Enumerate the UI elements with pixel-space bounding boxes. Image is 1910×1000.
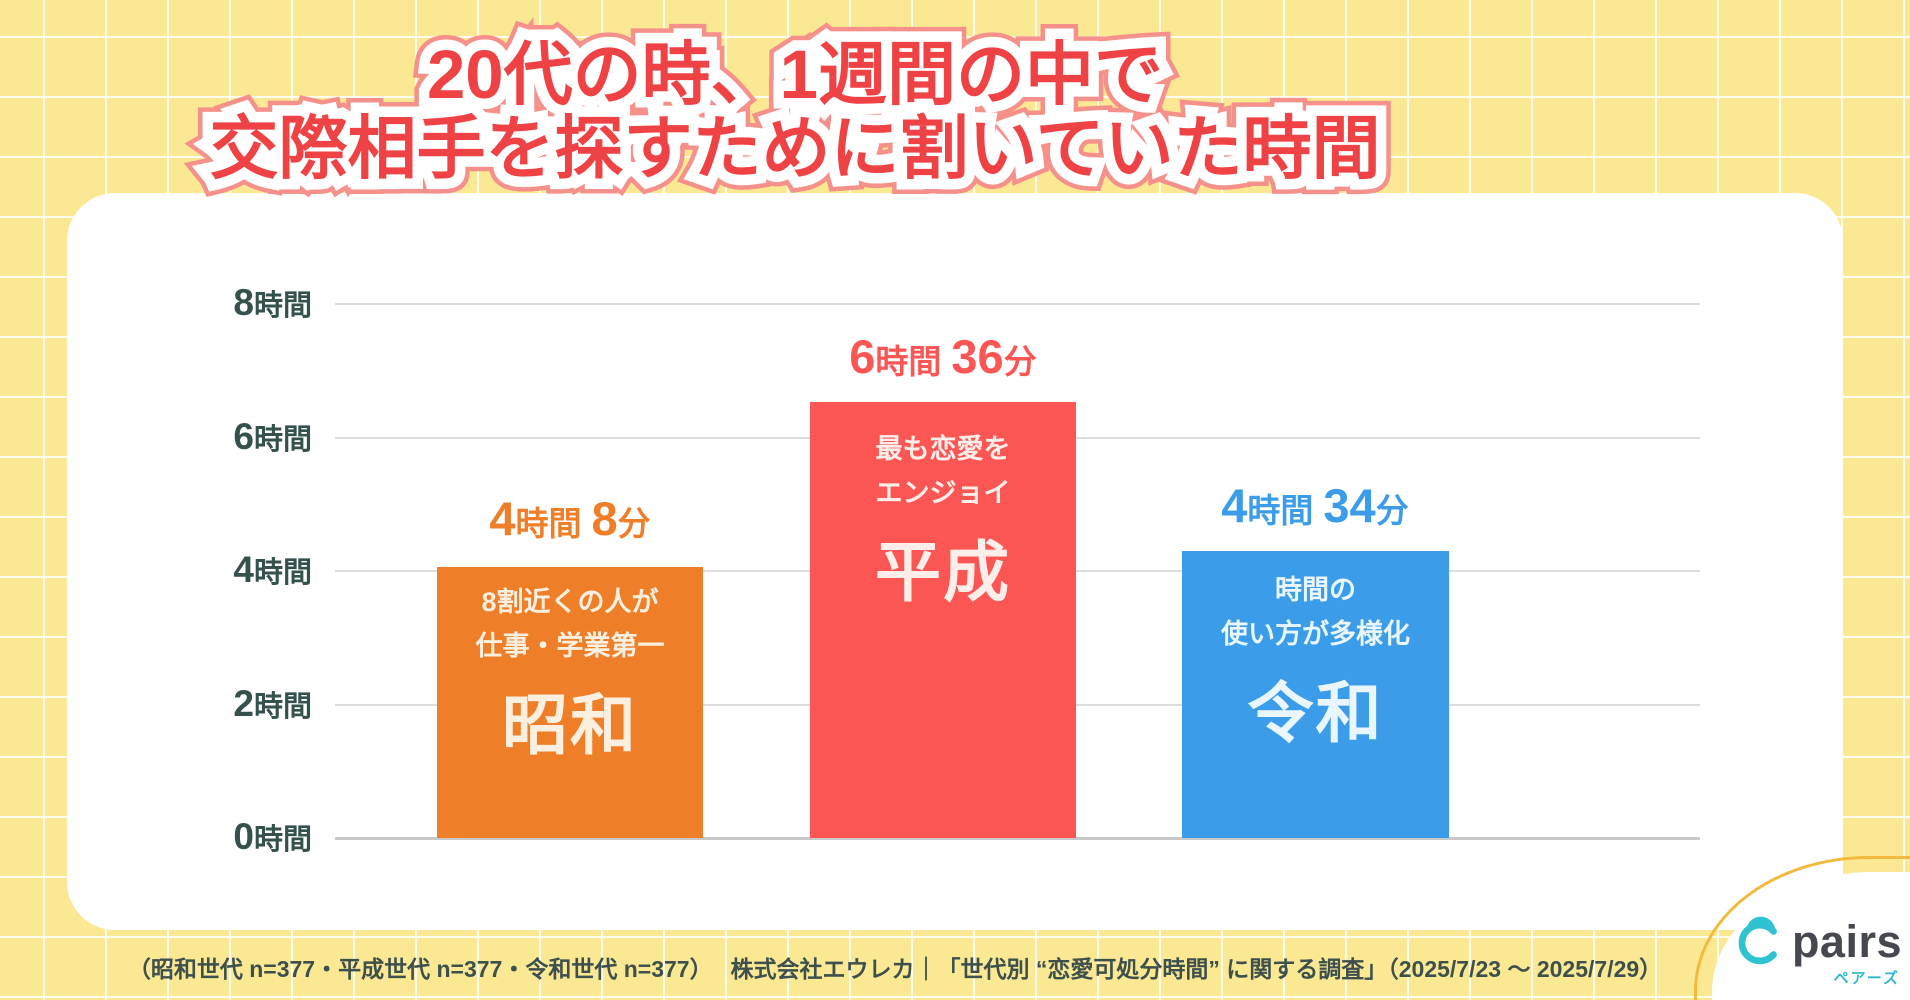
pairs-logo: pairs bbox=[1730, 916, 1902, 968]
y-axis-label-6h: 6時間 bbox=[127, 413, 312, 461]
y-axis-0h-number: 0 bbox=[233, 816, 254, 857]
bar-heisei-caption-line1: 最も恋愛を bbox=[875, 434, 1011, 464]
value-reiwa-hour-unit: 時間 bbox=[1247, 492, 1314, 529]
bar-heisei-caption-line2: エンジョイ bbox=[875, 477, 1011, 508]
pairs-cloud-icon bbox=[1738, 916, 1777, 965]
y-axis-label-8h: 8時間 bbox=[127, 279, 312, 327]
value-showa-minutes: 8 bbox=[591, 492, 618, 545]
bar-reiwa-caption-line1: 時間の bbox=[1275, 575, 1356, 605]
y-axis-2h-number: 2 bbox=[233, 683, 254, 724]
value-label-reiwa: 4時間 34分 bbox=[1182, 480, 1448, 532]
source-note: （昭和世代 n=377・平成世代 n=377・令和世代 n=377） 株式会社エ… bbox=[127, 956, 1663, 982]
bar-heisei-era-label: 平成 bbox=[875, 535, 1011, 610]
page-title-outer-outline: 20代の時、1週間の中で 交際相手を探すために割いていた時間 bbox=[195, 23, 1396, 200]
y-axis-label-4h: 4時間 bbox=[127, 546, 312, 594]
bar-reiwa: 時間の 使い方が多様化 令和 bbox=[1182, 551, 1449, 838]
page-title-text: 20代の時、1週間の中で 交際相手を探すために割いていた時間 bbox=[209, 36, 1381, 187]
gridline-8h bbox=[335, 303, 1700, 305]
y-axis-label-0h: 0時間 bbox=[127, 813, 312, 861]
value-heisei-hour-unit: 時間 bbox=[875, 343, 942, 380]
y-axis-8h-number: 8 bbox=[233, 282, 254, 323]
pairs-kana-label: ペアーズ bbox=[1833, 970, 1900, 987]
value-reiwa-minutes: 34 bbox=[1323, 479, 1376, 532]
bar-showa-era-label: 昭和 bbox=[502, 688, 638, 763]
value-label-heisei: 6時間 36分 bbox=[810, 331, 1076, 383]
value-heisei-hours: 6 bbox=[849, 330, 876, 383]
y-axis-6h-number: 6 bbox=[233, 416, 254, 457]
bar-showa: 8割近くの人が 仕事・学業第一 昭和 bbox=[437, 567, 703, 838]
y-axis-2h-unit: 時間 bbox=[253, 691, 312, 723]
bar-reiwa-era-label: 令和 bbox=[1247, 676, 1384, 751]
value-showa-hours: 4 bbox=[489, 492, 516, 545]
value-reiwa-hours: 4 bbox=[1221, 479, 1248, 532]
y-axis-label-2h: 2時間 bbox=[127, 680, 312, 728]
y-axis-8h-unit: 時間 bbox=[253, 290, 312, 322]
bar-reiwa-caption-line2: 使い方が多様化 bbox=[1221, 618, 1410, 649]
chart-card: 8時間 6時間 4時間 2時間 0時間 4時間 8分 6時間 36分 4時間 34分 … bbox=[67, 193, 1843, 930]
value-reiwa-minute-unit: 分 bbox=[1375, 492, 1409, 529]
value-label-showa: 4時間 8分 bbox=[437, 493, 703, 545]
pairs-wordmark: pairs bbox=[1791, 916, 1902, 967]
y-axis-6h-unit: 時間 bbox=[253, 424, 312, 456]
y-axis-4h-unit: 時間 bbox=[253, 557, 312, 589]
page-title: 20代の時、1週間の中で 交際相手を探すために割いていた時間 20代の時、1週間… bbox=[0, 23, 1590, 200]
y-axis-4h-number: 4 bbox=[233, 549, 254, 590]
y-axis-0h-unit: 時間 bbox=[253, 824, 312, 856]
bar-heisei: 最も恋愛を エンジョイ 平成 bbox=[810, 402, 1076, 838]
bar-showa-caption-line1: 8割近くの人が bbox=[481, 587, 659, 617]
page-title-white-outline: 20代の時、1週間の中で 交際相手を探すために割いていた時間 bbox=[199, 27, 1391, 195]
value-showa-hour-unit: 時間 bbox=[515, 505, 582, 542]
gridline-0h-baseline bbox=[335, 837, 1700, 840]
bar-showa-caption-line2: 仕事・学業第一 bbox=[475, 630, 665, 661]
value-heisei-minute-unit: 分 bbox=[1003, 343, 1037, 380]
value-heisei-minutes: 36 bbox=[951, 330, 1004, 383]
value-showa-minute-unit: 分 bbox=[617, 505, 651, 542]
